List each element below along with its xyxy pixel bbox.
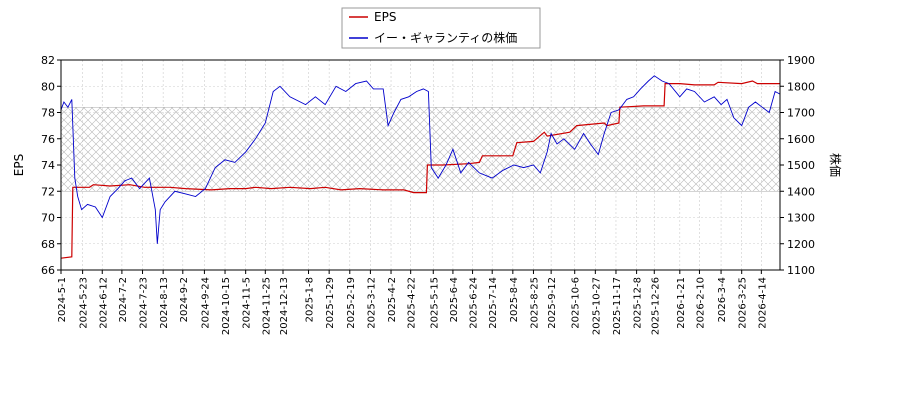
- right-tick-label: 1500: [787, 159, 815, 172]
- x-tick-label: 2026-3-25: [738, 277, 749, 329]
- left-tick-label: 66: [41, 264, 55, 277]
- right-tick-label: 1300: [787, 212, 815, 225]
- right-tick-label: 1900: [787, 54, 815, 67]
- x-tick-label: 2026-2-10: [695, 277, 706, 329]
- x-tick-label: 2024-7-23: [139, 277, 150, 329]
- right-axis-title: 株価: [828, 153, 843, 177]
- x-tick-label: 2026-1-21: [676, 277, 687, 329]
- x-tick-label: 2025-5-15: [429, 277, 440, 329]
- left-tick-label: 70: [41, 212, 55, 225]
- x-tick-label: 2025-11-17: [612, 277, 623, 335]
- x-tick-label: 2025-1-8: [305, 277, 316, 322]
- x-tick-label: 2025-12-8: [633, 277, 644, 329]
- right-tick-label: 1700: [787, 107, 815, 120]
- x-tick-label: 2025-7-14: [488, 277, 499, 329]
- right-tick-label: 1200: [787, 238, 815, 251]
- right-tick-label: 1100: [787, 264, 815, 277]
- x-tick-label: 2025-1-29: [325, 277, 336, 329]
- eps-line: [61, 80, 780, 259]
- x-tick-label: 2025-9-12: [547, 277, 558, 329]
- x-tick-label: 2025-10-27: [591, 277, 602, 335]
- x-tick-label: 2024-6-12: [98, 277, 109, 329]
- left-tick-label: 68: [41, 238, 55, 251]
- legend-label-price: イー・ギャランティの株価: [374, 30, 517, 45]
- x-tick-label: 2025-2-19: [346, 277, 357, 329]
- x-tick-label: 2025-6-4: [449, 277, 460, 322]
- x-tick-label: 2024-11-25: [261, 277, 272, 335]
- legend-box: [341, 7, 541, 49]
- left-tick-label: 80: [41, 80, 55, 93]
- x-tick-label: 2025-8-4: [509, 277, 520, 322]
- series-layer: [61, 75, 780, 259]
- x-tick-label: 2025-4-22: [407, 277, 418, 329]
- hatched-band: [60, 107, 781, 192]
- x-tick-label: 2025-8-25: [529, 277, 540, 329]
- x-tick-label: 2024-5-23: [79, 277, 90, 329]
- x-tick-label: 2024-12-13: [279, 277, 290, 335]
- x-tick-label: 2024-5-1: [57, 277, 68, 322]
- right-tick-label: 1800: [787, 80, 815, 93]
- right-tick-label: 1600: [787, 133, 815, 146]
- left-tick-label: 74: [41, 159, 55, 172]
- legend-label-eps: EPS: [374, 10, 396, 24]
- left-tick-label: 76: [41, 133, 55, 146]
- left-tick-label: 82: [41, 54, 55, 67]
- x-tick-label: 2025-4-2: [387, 277, 398, 322]
- x-tick-label: 2024-8-13: [159, 277, 170, 329]
- price-line: [61, 75, 780, 244]
- right-tick-label: 1400: [787, 185, 815, 198]
- legend: EPS イー・ギャランティの株価: [341, 7, 541, 49]
- left-axis-title: EPS: [12, 154, 26, 176]
- x-tick-label: 2025-12-26: [650, 277, 661, 335]
- x-tick-label: 2024-10-15: [221, 277, 232, 335]
- left-tick-label: 72: [41, 185, 55, 198]
- left-axis: 66 68 70 72 74 76 78 80 82: [41, 54, 61, 277]
- x-tick-label: 2024-7-2: [118, 277, 129, 322]
- x-tick-label: 2025-6-24: [469, 277, 480, 329]
- x-tick-label: 2026-4-14: [757, 277, 768, 329]
- x-tick-label: 2024-9-24: [200, 277, 211, 329]
- x-tick-label: 2025-10-6: [571, 277, 582, 329]
- x-axis: 2024-5-1 2024-5-23 2024-6-12 2024-7-2 2024-7…: [57, 270, 768, 335]
- x-tick-label: 2024-9-2: [179, 277, 190, 322]
- x-tick-label: 2025-3-12: [366, 277, 377, 329]
- x-tick-label: 2026-3-4: [717, 277, 728, 322]
- x-tick-label: 2024-11-5: [242, 277, 253, 329]
- left-tick-label: 78: [41, 107, 55, 120]
- right-axis: 1100 1200 1300 1400 1500 1600 1700 1800 1900: [780, 54, 815, 277]
